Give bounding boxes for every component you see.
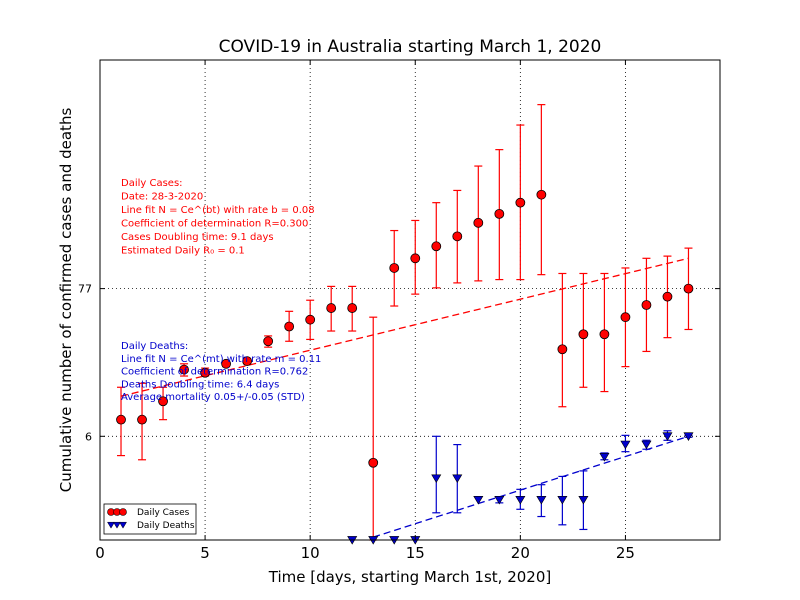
daily-deaths-point xyxy=(578,495,589,505)
x-tick-label: 10 xyxy=(301,544,320,562)
daily-cases-point xyxy=(116,414,126,425)
annotation-line: Deaths Doubling time: 6.4 days xyxy=(121,379,279,390)
deaths-fit-annotation: Daily Deaths: Line fit N = Ce^(mt) with r… xyxy=(121,341,321,403)
daily-cases-point xyxy=(557,344,568,355)
daily-deaths-point xyxy=(557,495,568,505)
daily-cases-point xyxy=(515,197,526,208)
annotation-line: Estimated Daily R₀ = 0.1 xyxy=(121,246,245,257)
daily-cases-point xyxy=(179,364,189,375)
daily-deaths-point xyxy=(641,440,652,450)
daily-cases-point xyxy=(368,457,379,468)
daily-cases-point xyxy=(473,217,484,228)
daily-deaths-point xyxy=(599,453,610,462)
daily-cases-point xyxy=(137,414,147,425)
annotation-line: Average mortality 0.05+/-0.05 (STD) xyxy=(121,392,305,403)
y-tick-label: 6 xyxy=(85,430,92,443)
daily-deaths-point xyxy=(620,440,631,450)
daily-cases-point xyxy=(263,336,274,347)
y-tick-label: 77 xyxy=(78,283,92,296)
daily-cases-point xyxy=(431,241,442,252)
daily-cases-point xyxy=(452,231,463,242)
daily-cases-point xyxy=(158,396,168,407)
legend-label-cases: Daily Cases xyxy=(137,508,190,518)
y-axis-label: Cumulative number of confirmed cases and… xyxy=(57,108,75,493)
annotation-line: Line fit N = Ce^(mt) with rate m = 0.11 xyxy=(121,354,321,365)
daily-deaths-point xyxy=(431,474,442,484)
annotation-line: Coefficient of determination R=0.762 xyxy=(121,367,308,378)
chart-title: COVID-19 in Australia starting March 1, … xyxy=(219,37,602,57)
annotation-line: Cases Doubling time: 9.1 days xyxy=(121,232,274,243)
daily-cases-point xyxy=(683,283,694,294)
daily-cases-point xyxy=(347,303,358,313)
x-tick-label: 25 xyxy=(616,544,635,562)
legend-marker-deaths xyxy=(107,521,115,529)
fit-line-daily-cases xyxy=(120,257,689,397)
x-tick-label: 20 xyxy=(511,544,530,562)
daily-cases-point xyxy=(389,263,400,273)
daily-cases-point xyxy=(620,312,631,323)
daily-deaths-point xyxy=(536,495,547,505)
legend: Daily Cases Daily Deaths xyxy=(103,503,197,535)
fit-lines xyxy=(120,257,689,538)
daily-deaths-point xyxy=(473,495,484,505)
x-axis-ticks: 0 5 10 15 20 25 xyxy=(95,60,635,562)
annotation-line: Line fit N = Ce^(bt) with rate b = 0.08 xyxy=(121,205,315,216)
x-tick-label: 5 xyxy=(200,544,210,562)
legend-label-deaths: Daily Deaths xyxy=(137,521,195,531)
legend-marker-deaths xyxy=(113,521,121,529)
annotation-line: Daily Deaths: xyxy=(121,341,188,352)
daily-cases-point xyxy=(536,189,547,200)
legend-box xyxy=(103,503,197,535)
annotation-line: Coefficient of determination R=0.300 xyxy=(121,219,308,230)
daily-cases-error-bar xyxy=(537,104,546,276)
daily-cases-point xyxy=(221,358,232,369)
daily-cases-point xyxy=(494,208,505,219)
legend-marker-cases xyxy=(119,508,127,516)
daily-cases-point xyxy=(578,329,589,340)
daily-deaths-point xyxy=(683,432,694,441)
y-axis-ticks: 6 77 xyxy=(78,283,720,443)
daily-cases-point xyxy=(200,367,210,378)
daily-cases-point xyxy=(305,314,316,325)
plot-frame xyxy=(99,59,721,541)
daily-deaths-point xyxy=(662,432,673,441)
daily-cases-point xyxy=(641,300,652,310)
daily-cases-point xyxy=(599,329,610,340)
daily-deaths-point xyxy=(494,495,505,505)
x-tick-label: 0 xyxy=(95,544,105,562)
daily-cases-point xyxy=(242,356,253,367)
fit-line-daily-deaths xyxy=(373,435,689,538)
daily-cases-point xyxy=(326,303,337,313)
daily-cases-point xyxy=(410,253,421,264)
legend-marker-deaths xyxy=(119,521,127,529)
x-tick-label: 15 xyxy=(406,544,425,562)
daily-deaths-point xyxy=(452,474,463,484)
x-axis-label: Time [days, starting March 1st, 2020] xyxy=(268,568,551,586)
annotation-line: Daily Cases: xyxy=(121,178,183,189)
daily-cases-point xyxy=(284,321,295,332)
daily-deaths-point xyxy=(515,495,526,505)
cases-fit-annotation: Daily Cases: Date: 28-3-2020 Line fit N = … xyxy=(121,178,315,257)
daily-cases-point xyxy=(662,291,673,302)
annotation-line: Date: 28-3-2020 xyxy=(121,192,203,203)
daily-cases-error-bar xyxy=(558,272,567,408)
